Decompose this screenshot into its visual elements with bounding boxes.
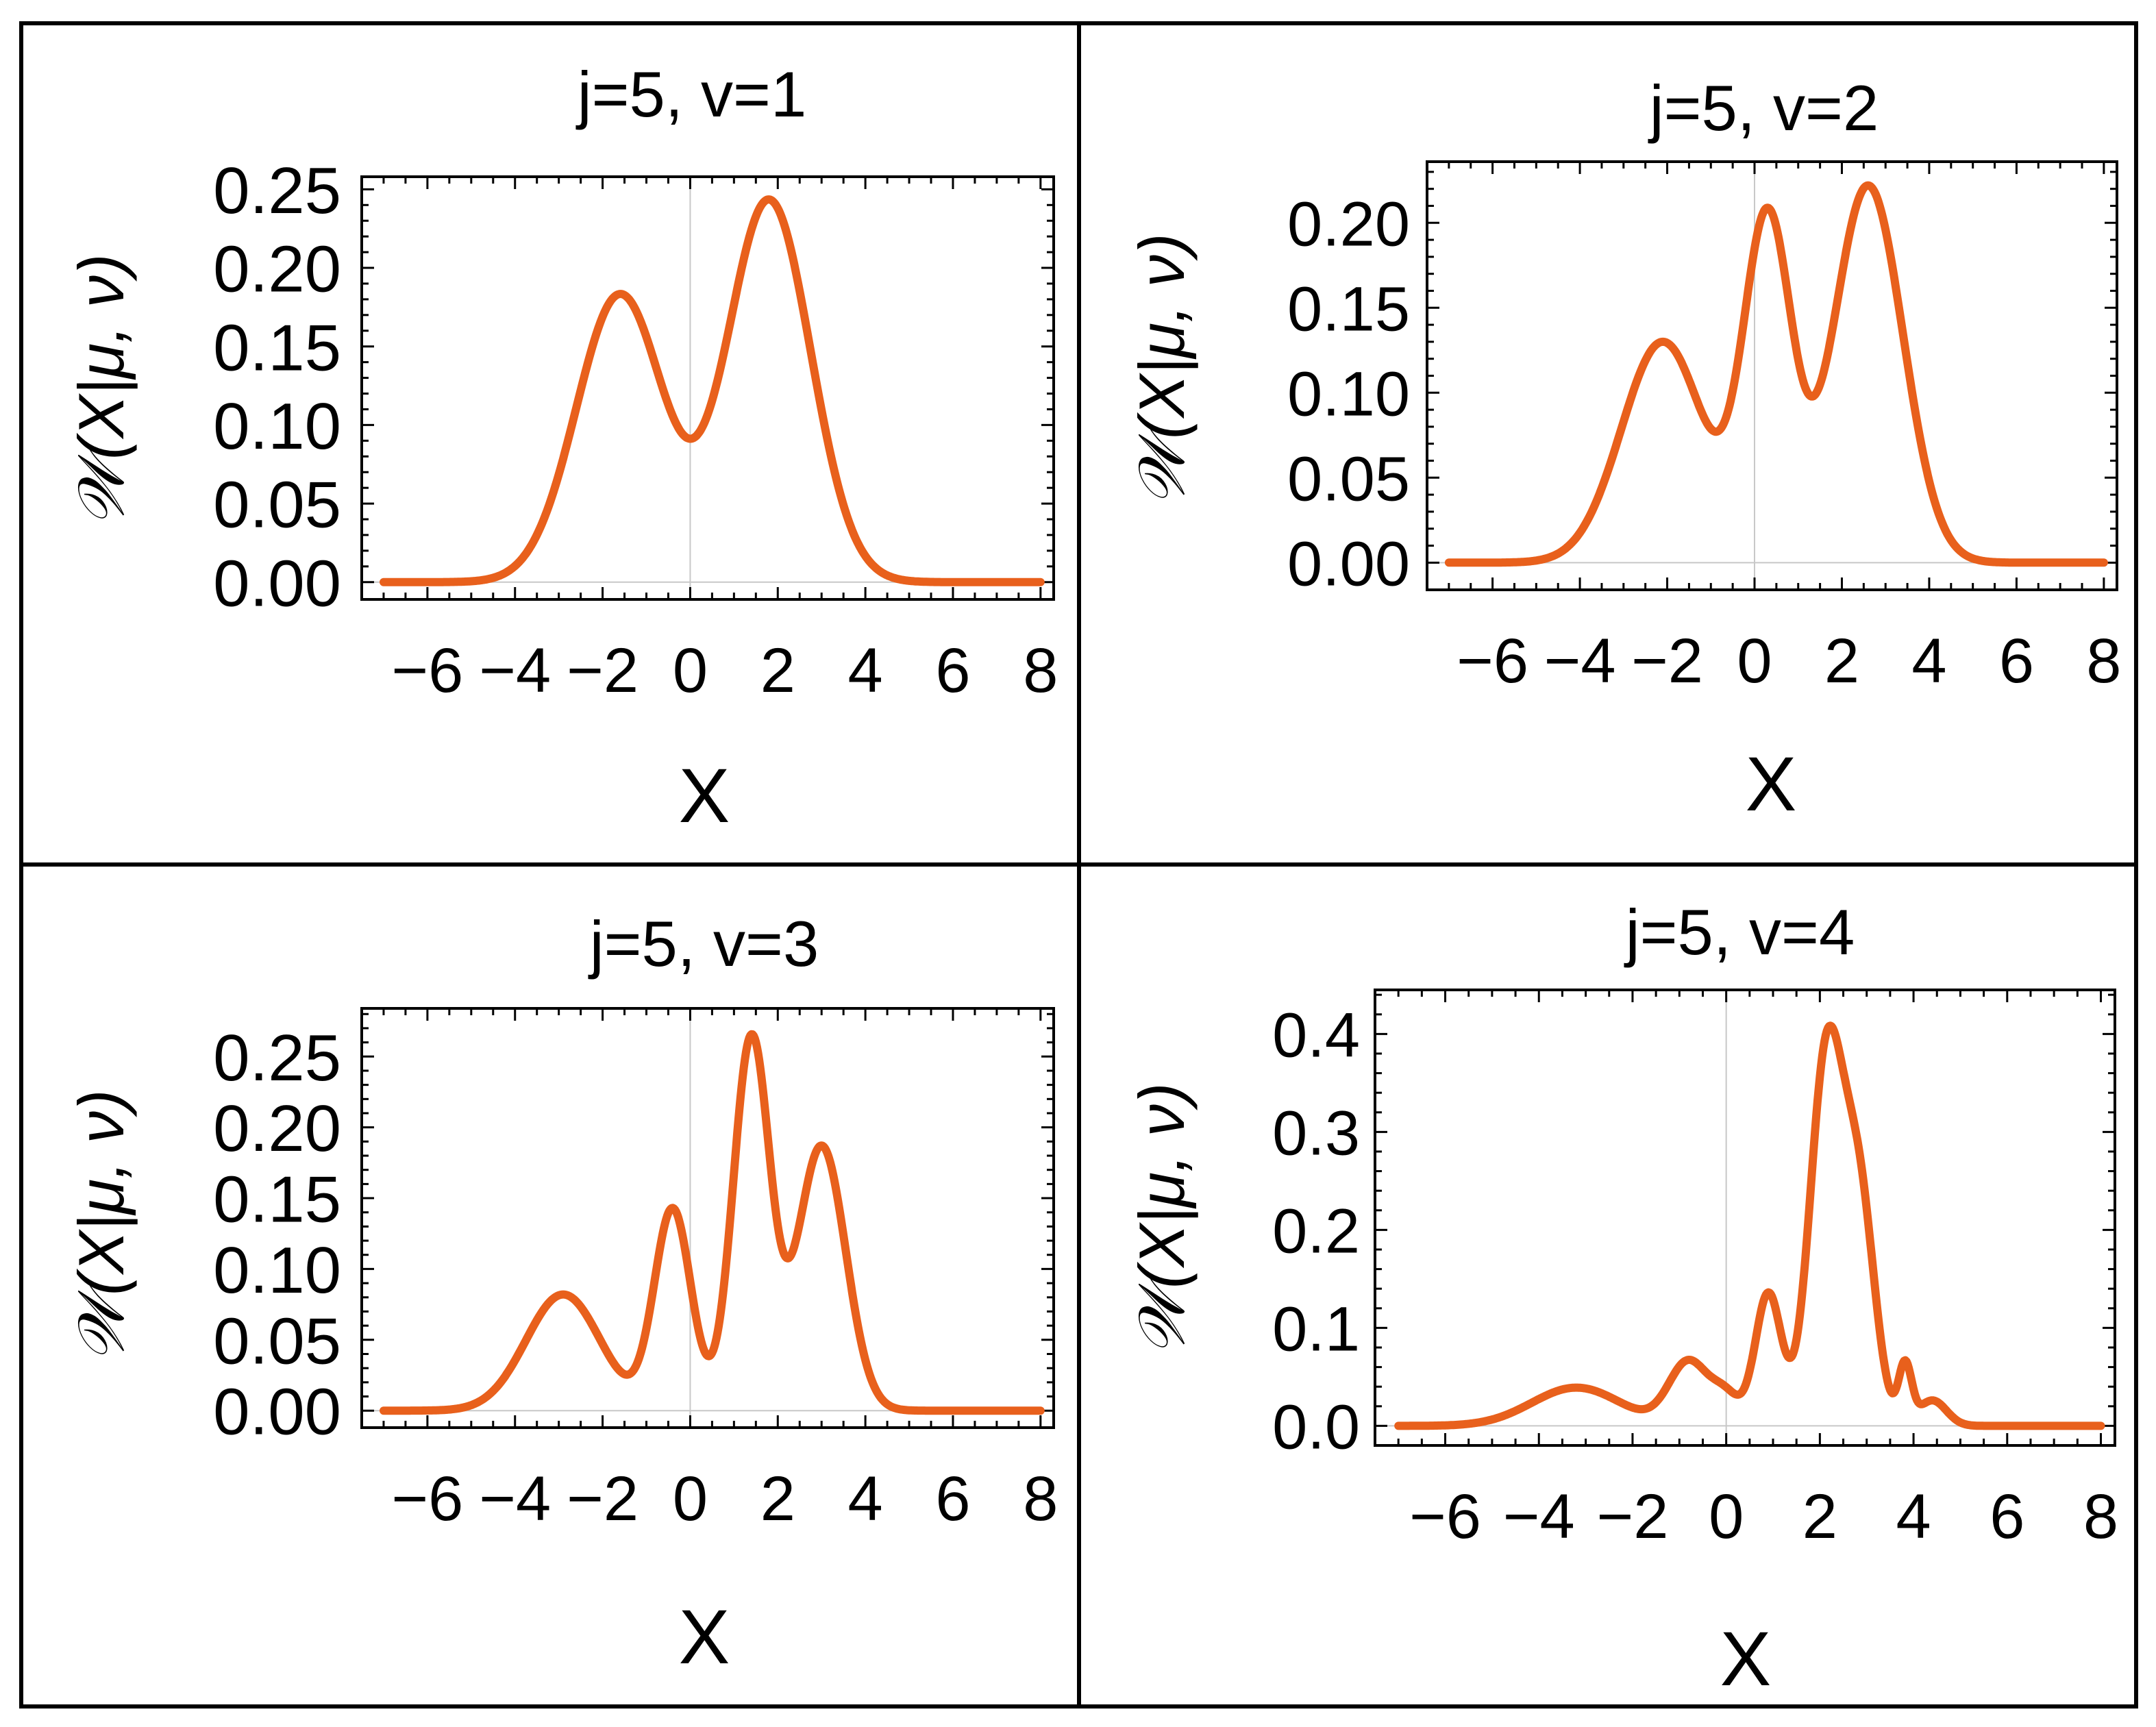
y-axis-label: 𝒲(X|μ, ν) [65,254,138,527]
y-tick-label: 0.4 [1272,1000,1360,1070]
x-tick-label: −4 [1503,1482,1575,1552]
x-tick-label: 6 [935,1464,970,1534]
panel-title: j=5, v=2 [1648,72,1879,144]
plot-frame [360,1007,1055,1429]
x-tick-label: 0 [1737,626,1772,696]
x-tick-label: 2 [760,636,795,706]
panel-j5-v2: j=5, v=2 X 𝒲(X|μ, ν) 0.00 0.05 0.10 0.15 0.2… [1126,72,2121,827]
series-line [1394,1021,2105,1430]
series-line [380,1030,1045,1415]
panel-j5-v4: j=5, v=4 X 𝒲(X|μ, ν) 0.0 0.1 0.2 0.3 0.4 −6 −4… [1126,896,2118,1702]
panel-title: j=5, v=4 [1624,896,1855,968]
y-tick-label: 0.15 [1287,274,1410,344]
x-tick-label: 2 [1824,626,1859,696]
series-line [380,195,1045,586]
x-axis-label: X [679,1594,730,1680]
x-tick-label: −6 [391,1464,463,1534]
plot-frame [1374,989,2116,1447]
x-axis-label: X [1720,1616,1772,1702]
y-tick-label: 0.25 [213,154,341,227]
x-tick-label: 4 [1896,1482,1931,1552]
x-tick-label: 4 [1911,626,1946,696]
panel-grid [19,21,2138,1709]
x-tick-label: 8 [1023,636,1058,706]
panel-j5-v3: j=5, v=3 X 𝒲(X|μ, ν) 0.000.050.100.150.2… [65,908,1058,1680]
y-tick-label: 0.0 [1272,1393,1360,1463]
y-tick-label: 0.15 [213,311,341,384]
x-tick-label: −2 [567,1464,639,1534]
x-tick-label: 6 [935,636,970,706]
y-tick-label: 0.20 [1287,189,1410,259]
x-axis-label: X [679,753,730,838]
x-tick-label: −6 [1409,1482,1481,1552]
x-axis-label: X [1746,741,1797,827]
y-tick-label: 0.10 [213,390,341,463]
x-tick-label: −2 [1596,1482,1668,1552]
x-tick-label: 6 [1999,626,2034,696]
y-tick-label: 0.3 [1272,1098,1360,1168]
y-tick-label: 0.20 [213,233,341,306]
x-tick-label: −6 [1457,626,1528,696]
x-tick-label: 8 [2083,1482,2118,1552]
y-tick-label: 0.05 [213,469,341,542]
x-tick-label: −4 [479,636,551,706]
y-tick-label: 0.15 [213,1163,341,1237]
y-tick-label: 0.10 [213,1234,341,1307]
y-tick-label: 0.10 [1287,359,1410,429]
panel-title: j=5, v=1 [575,58,806,130]
x-tick-label: 0 [673,636,708,706]
x-tick-label: −4 [479,1464,551,1534]
panel-j5-v1: j=5, v=1 X 𝒲(X|μ, ν) 0.000.050.100.150.2… [65,58,1058,838]
x-tick-label: 0 [673,1464,708,1534]
x-tick-label: 8 [2086,626,2121,696]
plot-frame [360,175,1055,601]
x-tick-label: 2 [1802,1482,1837,1552]
x-tick-label: 6 [1990,1482,2024,1552]
y-tick-label: 0.00 [213,547,341,620]
x-tick-label: −2 [1631,626,1703,696]
y-tick-label: 0.05 [213,1304,341,1378]
x-tick-label: −4 [1544,626,1616,696]
y-axis-label: 𝒲(X|μ, ν) [1126,234,1198,507]
x-tick-label: 8 [1023,1464,1058,1534]
x-tick-label: −6 [391,636,463,706]
y-tick-label: 0.1 [1272,1295,1360,1365]
y-tick-label: 0.05 [1287,444,1410,514]
y-axis-label: 𝒲(X|μ, ν) [1126,1083,1198,1356]
panel-title: j=5, v=3 [588,908,819,980]
y-tick-label: 0.00 [213,1376,341,1449]
x-tick-label: 2 [760,1464,795,1534]
y-tick-label: 0.2 [1272,1196,1360,1266]
y-tick-label: 0.00 [1287,529,1410,599]
x-tick-label: 4 [848,1464,883,1534]
x-tick-label: 4 [848,636,883,706]
y-axis-label: 𝒲(X|μ, ν) [65,1090,138,1363]
y-tick-label: 0.20 [213,1092,341,1165]
x-tick-label: −2 [567,636,639,706]
y-tick-label: 0.25 [213,1021,341,1095]
x-tick-label: 0 [1709,1482,1744,1552]
series-line [1444,181,2108,567]
